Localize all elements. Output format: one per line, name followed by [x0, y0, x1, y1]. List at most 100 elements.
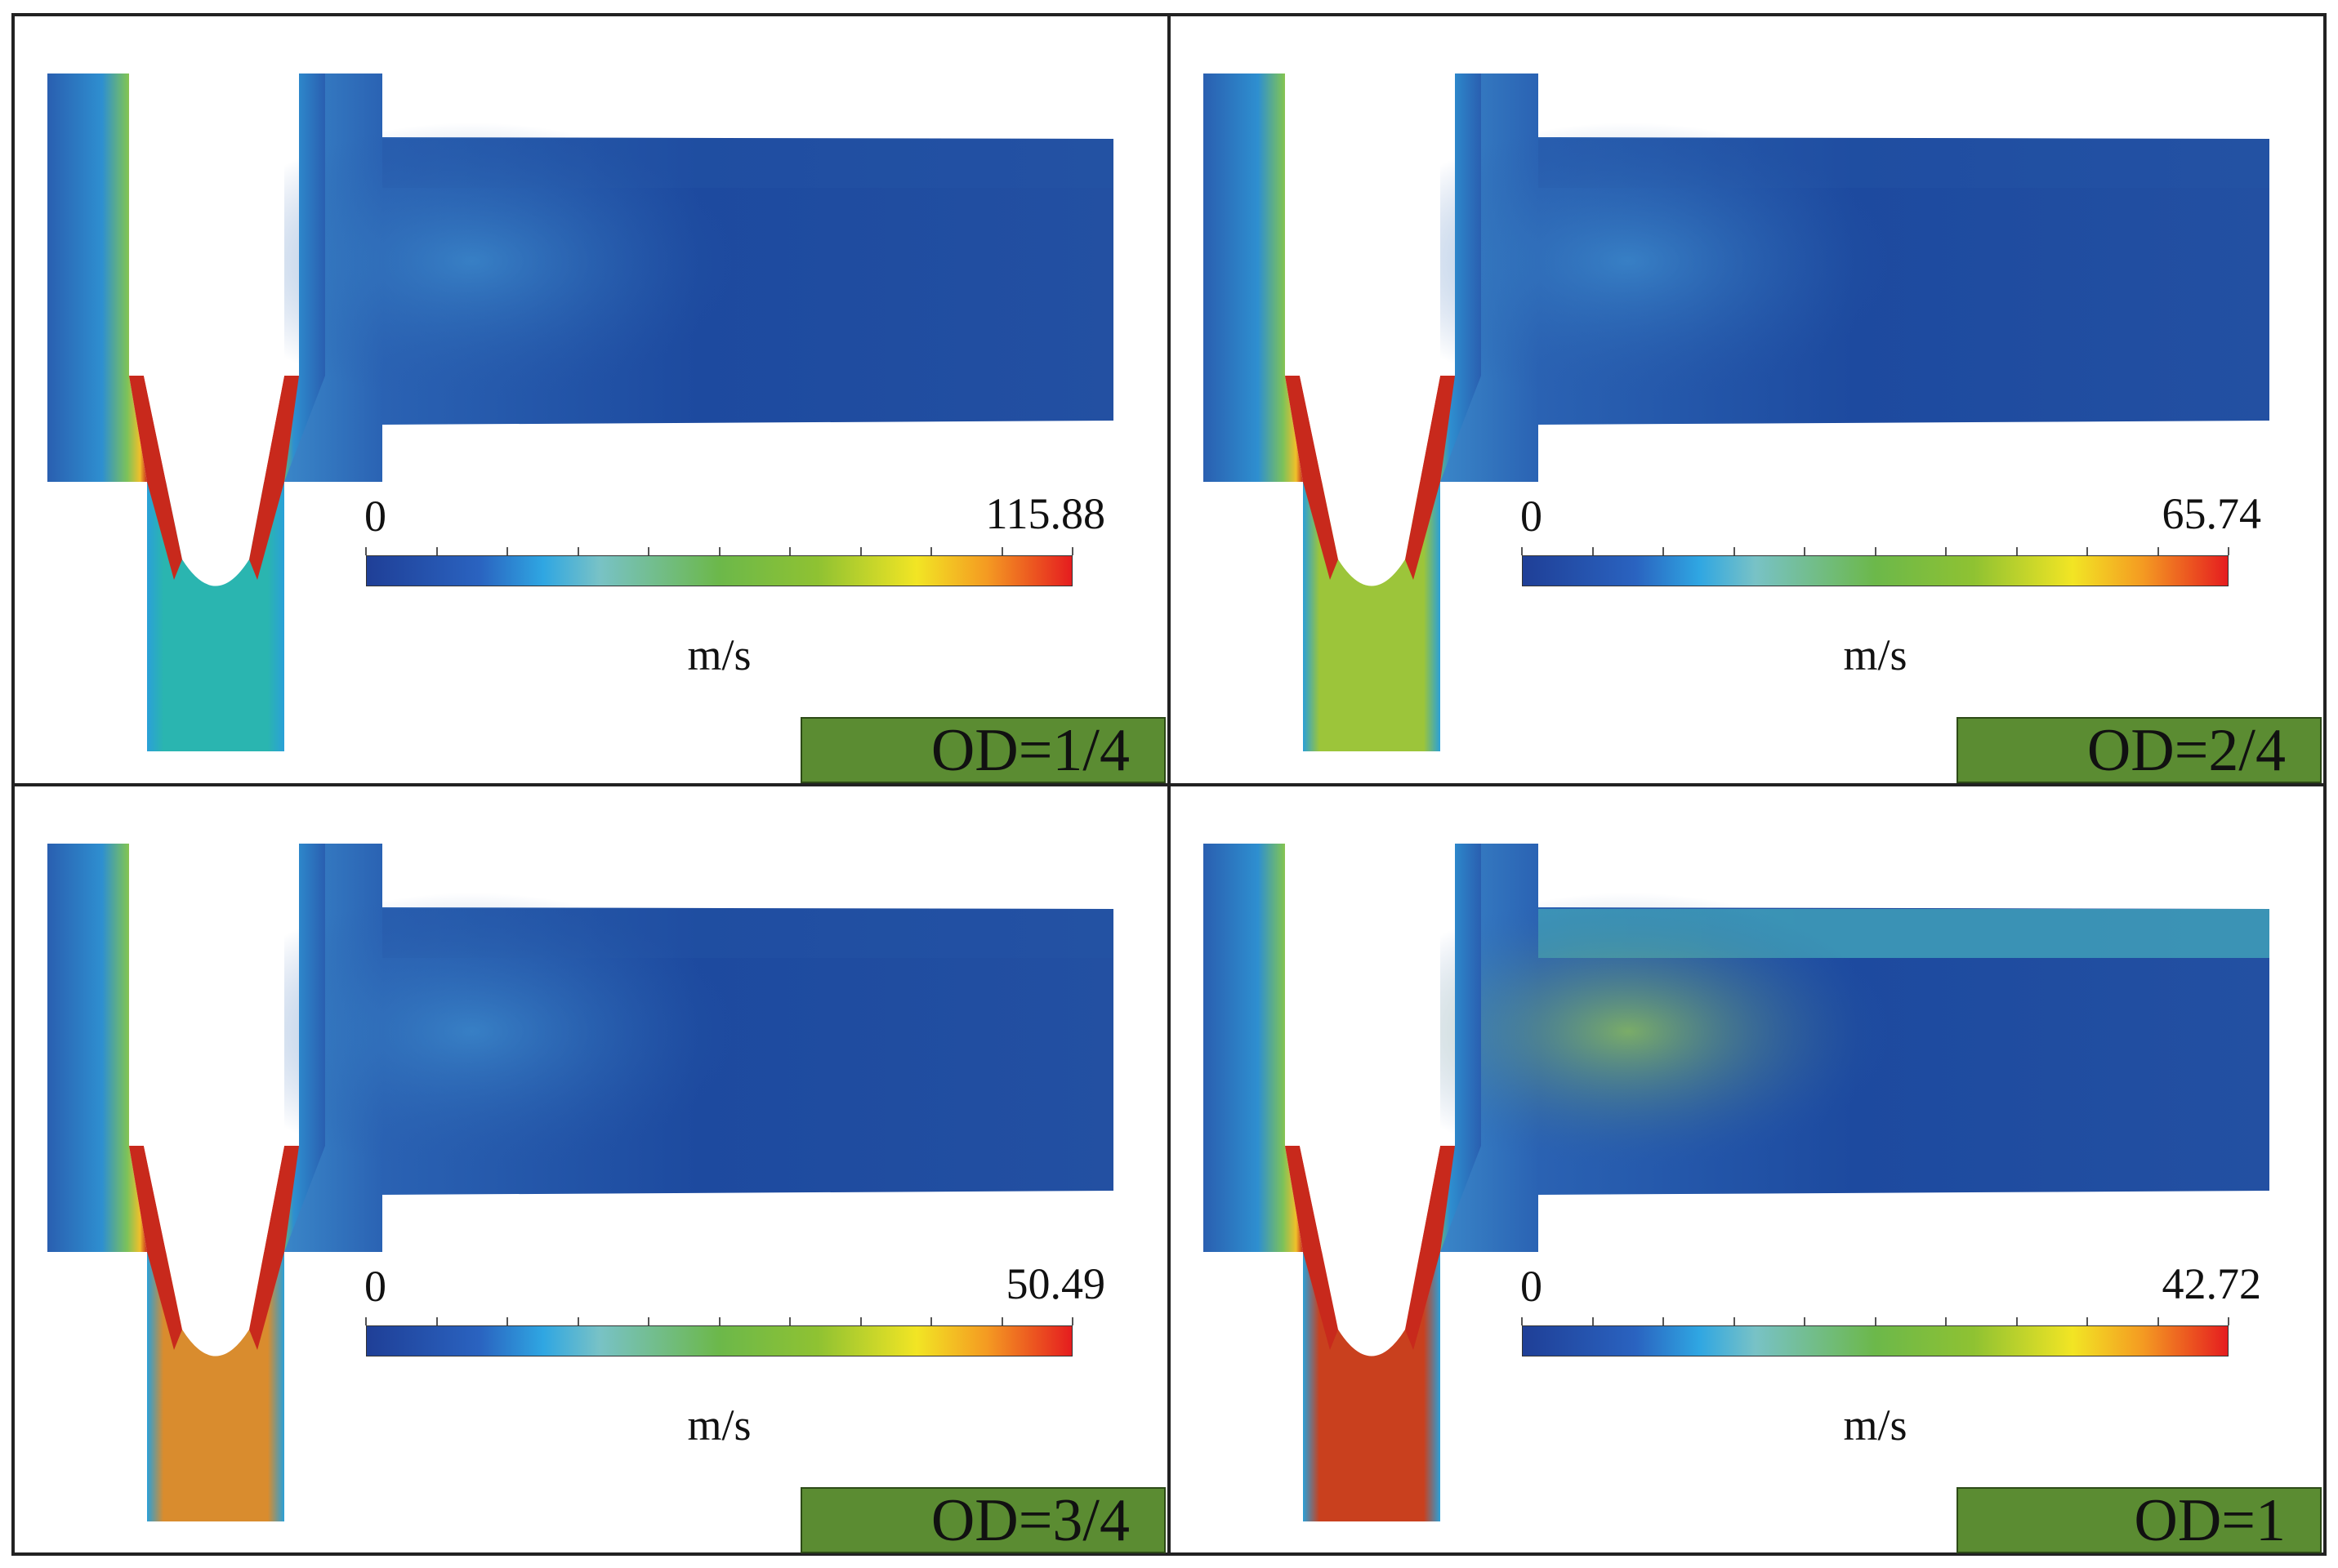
- colorbar-gradient: [1522, 555, 2229, 586]
- colorbar-ticks: [1521, 1317, 2229, 1325]
- colorbar-gradient: [1522, 1325, 2229, 1356]
- right-wall-shear-layer: [268, 74, 325, 482]
- right-jet-shear-layer: [1405, 1146, 1455, 1350]
- valve-plug-shape: [1300, 844, 1440, 1356]
- colorbar-tick: [648, 547, 649, 555]
- colorbar-tick: [2228, 1317, 2229, 1325]
- colorbar-tick: [1945, 547, 1947, 555]
- colorbar-ticks: [1521, 547, 2229, 555]
- colorbar-ticks: [365, 547, 1073, 555]
- colorbar-tick: [2015, 547, 2018, 555]
- velocity-contour-plot-1: [47, 74, 1113, 751]
- colorbar-gradient: [366, 1325, 1073, 1356]
- colorbar-min-label: 0: [1520, 492, 1542, 541]
- colorbar-unit-label: m/s: [687, 1401, 752, 1450]
- colorbar-min-label: 0: [1520, 1262, 1542, 1311]
- colorbar-min-label: 0: [364, 492, 386, 541]
- od-ratio-badge: OD=3/4: [801, 1487, 1166, 1553]
- right-jet-shear-layer: [249, 1146, 299, 1350]
- colorbar-max-label: 42.72: [2162, 1259, 2262, 1308]
- colorbar-max-label: 50.49: [1006, 1259, 1106, 1308]
- colorbar-tick: [1804, 1317, 1805, 1325]
- right-jet-shear-layer: [1405, 376, 1455, 580]
- colorbar-tick: [1733, 547, 1735, 555]
- colorbar-tick: [435, 1317, 438, 1325]
- colorbar-min-label: 0: [364, 1262, 386, 1311]
- colorbar-tick: [365, 547, 367, 555]
- colorbar-tick: [1945, 1317, 1947, 1325]
- colorbar-unit-label: m/s: [1843, 1401, 1907, 1450]
- colorbar-tick: [365, 1317, 367, 1325]
- colorbar-tick: [2157, 547, 2159, 555]
- left-chamber-region: [1203, 74, 1303, 482]
- colorbar-unit-label: m/s: [1843, 630, 1907, 679]
- colorbar-tick: [1874, 547, 1876, 555]
- colorbar-tick: [506, 547, 508, 555]
- colorbar-tick: [2157, 1317, 2159, 1325]
- jet-spread-region: [1367, 122, 1890, 400]
- colorbar-max-label: 115.88: [985, 489, 1106, 538]
- colorbar-gradient: [366, 555, 1073, 586]
- left-jet-shear-layer: [1285, 1146, 1338, 1350]
- colorbar-tick: [2228, 547, 2229, 555]
- right-jet-shear-layer: [249, 376, 299, 580]
- left-jet-shear-layer: [1285, 376, 1338, 580]
- contour-panel-4: 0 42.72 m/s OD=1: [1171, 786, 2323, 1553]
- colorbar-tick: [1733, 1317, 1735, 1325]
- left-chamber-region: [47, 844, 147, 1252]
- velocity-contour-plot-2: [1203, 74, 2269, 751]
- colorbar-tick: [577, 547, 579, 555]
- left-chamber-region: [1203, 844, 1303, 1252]
- colorbar-tick: [1001, 1317, 1003, 1325]
- colorbar-tick: [718, 547, 721, 555]
- left-jet-shear-layer: [129, 1146, 182, 1350]
- colorbar-tick: [1521, 1317, 1523, 1325]
- colorbar-tick: [930, 547, 932, 555]
- colorbar-tick: [1072, 547, 1073, 555]
- colorbar-tick: [859, 1317, 862, 1325]
- colorbar-tick: [435, 547, 438, 555]
- contour-panel-1: 0 115.88 m/s OD=1/4: [15, 16, 1167, 783]
- valve-plug-shape: [144, 844, 284, 1356]
- colorbar-tick: [1591, 1317, 1594, 1325]
- colorbar-ticks: [365, 1317, 1073, 1325]
- colorbar-tick: [1804, 547, 1805, 555]
- left-jet-shear-layer: [129, 376, 182, 580]
- colorbar-tick: [2015, 1317, 2018, 1325]
- od-ratio-badge: OD=1/4: [801, 717, 1166, 783]
- right-wall-shear-layer: [1424, 844, 1481, 1252]
- colorbar-tick: [1072, 1317, 1073, 1325]
- colorbar-tick: [789, 547, 791, 555]
- colorbar-tick: [1662, 1317, 1664, 1325]
- od-ratio-badge: OD=2/4: [1957, 717, 2322, 783]
- jet-spread-region: [211, 893, 734, 1170]
- colorbar-tick: [648, 1317, 649, 1325]
- colorbar-tick: [1001, 547, 1003, 555]
- contour-panel-2: 0 65.74 m/s OD=2/4: [1171, 16, 2323, 783]
- contour-panel-3: 0 50.49 m/s OD=3/4: [15, 786, 1167, 1553]
- right-wall-shear-layer: [268, 844, 325, 1252]
- colorbar-tick: [789, 1317, 791, 1325]
- colorbar-tick: [1521, 547, 1523, 555]
- colorbar-tick: [718, 1317, 721, 1325]
- valve-plug-shape: [1300, 74, 1440, 586]
- od-ratio-badge: OD=1: [1957, 1487, 2322, 1553]
- jet-spread-region: [1367, 893, 1890, 1170]
- valve-plug-shape: [144, 74, 284, 586]
- velocity-contour-plot-4: [1203, 844, 2269, 1521]
- colorbar-tick: [577, 1317, 579, 1325]
- colorbar-tick: [1591, 547, 1594, 555]
- left-chamber-region: [47, 74, 147, 482]
- colorbar-max-label: 65.74: [2162, 489, 2262, 538]
- colorbar-tick: [1662, 547, 1664, 555]
- colorbar-tick: [1874, 1317, 1876, 1325]
- colorbar-unit-label: m/s: [687, 630, 752, 679]
- colorbar-tick: [859, 547, 862, 555]
- right-wall-shear-layer: [1424, 74, 1481, 482]
- jet-spread-region: [211, 122, 734, 400]
- colorbar-tick: [2086, 547, 2088, 555]
- colorbar-tick: [930, 1317, 932, 1325]
- velocity-contour-plot-3: [47, 844, 1113, 1521]
